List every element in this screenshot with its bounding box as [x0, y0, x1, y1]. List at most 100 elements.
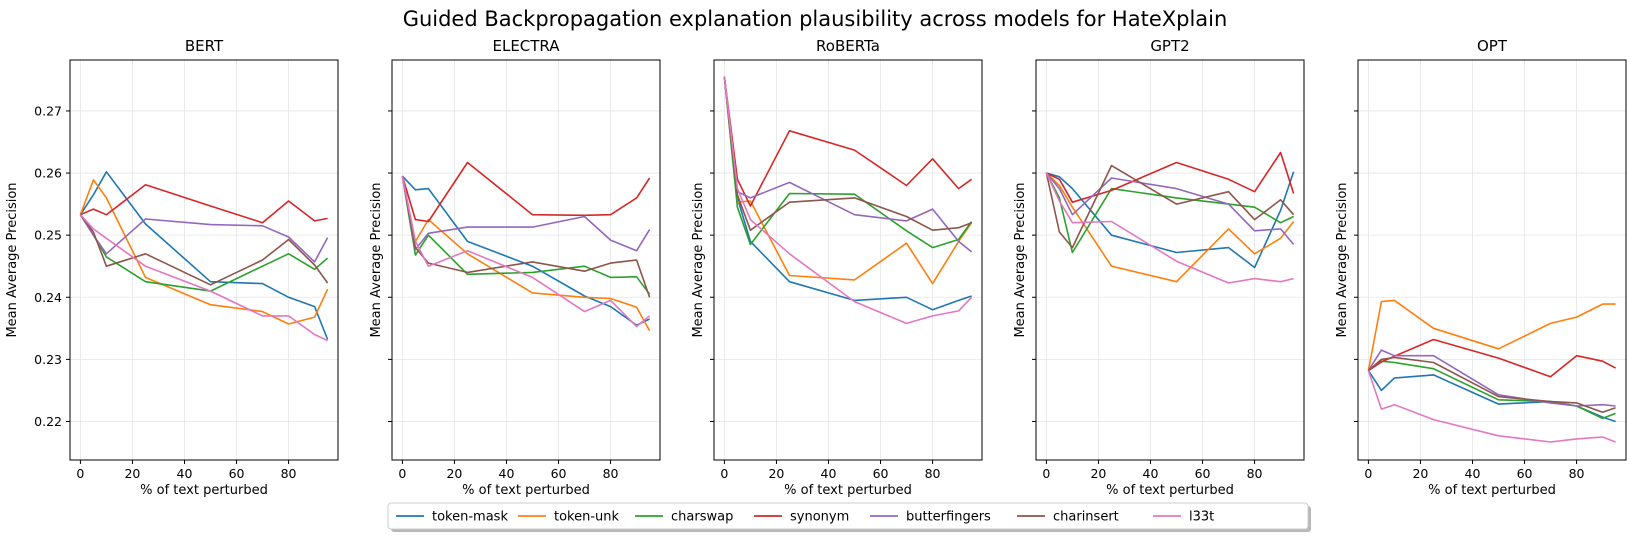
x-tick-label: 0: [1364, 466, 1372, 481]
axes-frame: [391, 59, 661, 461]
series-line-token-mask: [401, 175, 650, 327]
x-tick-label: 80: [603, 466, 619, 481]
legend-label: synonym: [790, 510, 849, 525]
series-line-token-unk: [401, 175, 651, 332]
x-tick-label: 80: [1569, 466, 1585, 481]
series-line-charinsert: [1045, 164, 1295, 249]
x-tick-label: 80: [1247, 466, 1263, 481]
axes-frame: [1035, 59, 1305, 461]
legend-item-l33t: l33t: [1153, 510, 1214, 525]
x-tick-label: 20: [124, 466, 140, 481]
x-tick-label: 40: [499, 466, 515, 481]
x-tick-label: 0: [1042, 466, 1050, 481]
legend-label: butterfingers: [906, 510, 991, 525]
series-line-synonym: [1367, 338, 1616, 378]
x-tick-label: 20: [768, 466, 784, 481]
series-line-butterfingers: [401, 175, 651, 252]
x-tick-label: 20: [1412, 466, 1428, 481]
panel-title: ELECTRA: [492, 37, 560, 55]
series-line-l33t: [723, 76, 973, 325]
panels: 0 20 40 60 80 % of text perturbed 0.22 0.23 0.24…: [5, 37, 1627, 498]
x-tick-label: 0: [720, 466, 728, 481]
series-line-charinsert: [401, 175, 651, 298]
x-tick-label: 60: [229, 466, 245, 481]
series-line-l33t: [1367, 370, 1616, 443]
x-axis-label: % of text perturbed: [784, 483, 912, 498]
x-tick-label: 60: [1195, 466, 1211, 481]
series-line-charswap: [1367, 360, 1616, 420]
x-axis-label: % of text perturbed: [1106, 483, 1234, 498]
legend-label: token-mask: [432, 510, 508, 525]
series-line-synonym: [80, 184, 328, 224]
panel-title: RoBERTa: [816, 37, 880, 55]
panel-electra: 0 20 40 60 80 % of text perturbed Mean Average…: [369, 37, 661, 498]
x-tick-label: 20: [1090, 466, 1106, 481]
y-axis-label: Mean Average Precision: [369, 182, 384, 337]
legend-label: l33t: [1189, 510, 1214, 525]
axes-frame: [1357, 59, 1627, 461]
x-tick-label: 40: [1143, 466, 1159, 481]
series-line-charinsert: [723, 76, 972, 231]
legend-label: charinsert: [1053, 510, 1119, 525]
legend-item-synonym: synonym: [754, 510, 849, 525]
legend-item-charinsert: charinsert: [1017, 510, 1119, 525]
y-tick-label: 0.23: [34, 352, 62, 367]
series-line-butterfingers: [1367, 349, 1616, 407]
x-tick-label: 60: [551, 466, 567, 481]
x-tick-label: 40: [821, 466, 837, 481]
legend-item-token-unk: token-unk: [518, 510, 620, 525]
series-line-butterfingers: [1045, 172, 1295, 246]
series-line-token-unk: [723, 76, 973, 285]
series-line-l33t: [1045, 172, 1294, 284]
x-tick-label: 80: [925, 466, 941, 481]
series-line-charswap: [723, 76, 973, 249]
x-tick-label: 0: [398, 466, 406, 481]
series-line-synonym: [1046, 151, 1295, 203]
x-tick-label: 0: [76, 466, 84, 481]
series-line-token-mask: [723, 76, 972, 311]
legend-box: [387, 502, 1309, 530]
panel-title: OPT: [1477, 37, 1508, 55]
y-tick-label: 0.27: [34, 103, 62, 118]
y-tick-label: 0.26: [34, 166, 62, 181]
series-line-charswap: [79, 214, 329, 292]
panel-bert: 0 20 40 60 80 % of text perturbed 0.22 0.23 0.24…: [5, 37, 339, 498]
x-axis-label: % of text perturbed: [140, 483, 268, 498]
series-line-token-unk: [1367, 299, 1616, 371]
legend-item-token-mask: token-mask: [396, 510, 508, 525]
x-axis-label: % of text perturbed: [1428, 483, 1556, 498]
legend: token-mask token-unk charswap synonym butter…: [387, 502, 1311, 532]
y-tick-label: 0.22: [34, 414, 62, 429]
series-line-charinsert: [79, 214, 329, 286]
legend-item-butterfingers: butterfingers: [870, 510, 991, 525]
x-tick-label: 80: [281, 466, 297, 481]
series-line-l33t: [79, 214, 328, 342]
series-line-l33t: [401, 175, 651, 328]
y-axis-label: Mean Average Precision: [5, 182, 20, 337]
panel-title: BERT: [185, 37, 224, 55]
series-line-charinsert: [1367, 356, 1616, 414]
axes-frame: [69, 59, 339, 461]
series-line-synonym: [401, 161, 651, 223]
series-line-synonym: [723, 76, 973, 207]
panel-opt: 0 20 40 60 80 % of text perturbed Mean Average…: [1335, 37, 1627, 498]
y-tick-label: 0.25: [34, 228, 62, 243]
panel-title: GPT2: [1150, 37, 1189, 55]
axes-frame: [713, 59, 983, 461]
y-tick-label: 0.24: [34, 290, 62, 305]
x-tick-label: 40: [177, 466, 193, 481]
series-line-butterfingers: [723, 76, 973, 253]
panel-gpt2: 0 20 40 60 80 % of text perturbed Mean Average…: [1013, 37, 1305, 498]
x-axis-label: % of text perturbed: [462, 483, 590, 498]
legend-item-charswap: charswap: [635, 510, 733, 525]
x-tick-label: 20: [446, 466, 462, 481]
y-axis-label: Mean Average Precision: [1335, 182, 1350, 337]
series-line-charswap: [1045, 172, 1294, 254]
series-line-token-unk: [79, 179, 329, 325]
y-axis-label: Mean Average Precision: [1013, 182, 1028, 337]
panel-roberta: 0 20 40 60 80 % of text perturbed Mean Average…: [691, 37, 983, 498]
x-tick-label: 40: [1465, 466, 1481, 481]
x-tick-label: 60: [873, 466, 889, 481]
legend-label: token-unk: [554, 510, 620, 525]
